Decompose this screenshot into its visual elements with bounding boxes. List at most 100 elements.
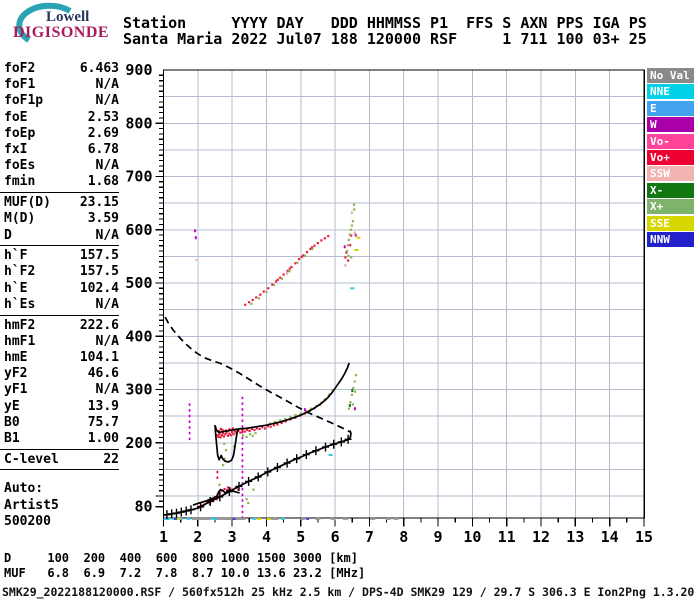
legend-item: X+: [647, 199, 694, 215]
param-label: foEp: [4, 125, 36, 141]
param-label: foEs: [4, 158, 36, 174]
cyan-specks: [163, 287, 355, 520]
legend-item: SSE: [647, 215, 694, 231]
auto-block-line: Auto:: [0, 481, 122, 497]
legend-item: X-: [647, 182, 694, 198]
param-label: D: [4, 227, 12, 243]
legend-label: SSE: [650, 216, 670, 230]
param-row: yF1 N/A: [0, 382, 122, 398]
legend-item: Vo+: [647, 150, 694, 165]
param-label: yF1: [4, 382, 28, 398]
param-row: yE 13.9: [0, 399, 122, 415]
legend-item: Vo-: [647, 133, 694, 149]
legend-label: Vo+: [650, 151, 670, 164]
param-row: h`F2 157.5: [0, 264, 122, 280]
param-row: foF1 N/A: [0, 77, 122, 93]
legend-label: NNW: [650, 233, 670, 246]
logo-lowell-text: Lowell: [46, 9, 90, 25]
param-label: h`F: [4, 248, 28, 264]
f-trace: [214, 362, 351, 434]
svg-text:5: 5: [296, 528, 305, 546]
param-row: hmE 104.1: [0, 350, 122, 366]
param-row: h`F 157.5: [0, 248, 122, 264]
svg-text:4: 4: [262, 528, 271, 546]
svg-text:15: 15: [635, 528, 653, 546]
param-separator: [0, 448, 119, 450]
param-value: N/A: [95, 227, 119, 243]
param-row: hmF1 N/A: [0, 334, 122, 350]
svg-text:500: 500: [125, 274, 152, 292]
param-row: fxI 6.78: [0, 142, 122, 158]
e-trace: [192, 488, 240, 506]
svg-text:12: 12: [532, 528, 550, 546]
auto-block-text: 500200: [4, 513, 51, 529]
svg-text:10: 10: [463, 528, 481, 546]
legend-item: SSW: [647, 166, 694, 182]
svg-text:300: 300: [125, 381, 152, 399]
param-value: 6.78: [87, 142, 119, 157]
legend-label: E: [650, 101, 657, 115]
param-label: hmF2: [4, 317, 36, 333]
param-label: hmF1: [4, 333, 36, 349]
svg-text:14: 14: [601, 528, 619, 546]
param-separator: [0, 469, 119, 471]
param-row: B1 1.00: [0, 431, 122, 447]
param-value: N/A: [95, 77, 119, 93]
param-value: 6.463: [79, 61, 119, 76]
svg-text:11: 11: [498, 528, 516, 546]
param-row: M(D) 3.59: [0, 211, 122, 227]
param-value: 222.6: [79, 317, 119, 333]
param-row: C-level 22: [0, 452, 122, 468]
param-row: foE 2.53: [0, 110, 122, 126]
legend-label: X-: [650, 183, 664, 197]
svg-text:9: 9: [434, 528, 443, 546]
param-row: hmF2 222.6: [0, 318, 122, 334]
svg-text:13: 13: [566, 528, 584, 546]
param-row: foEp 2.69: [0, 126, 122, 142]
param-label: MUF(D): [4, 195, 51, 211]
param-label: h`F2: [4, 264, 36, 280]
tan-specks: [286, 211, 356, 275]
auto-block-line: Artist5: [0, 498, 122, 514]
param-value: 157.5: [79, 248, 119, 264]
param-label: foF1: [4, 77, 36, 93]
header-line1: Station YYYY DAY DDD HHMMSS P1 FFS S AXN…: [123, 14, 647, 32]
range-d-line: D 100 200 400 600 800 1000 1500 3000 [km…: [4, 551, 359, 565]
legend-label: W: [650, 118, 657, 132]
param-label: fxI: [4, 142, 28, 157]
auto-block-text: Artist5: [4, 497, 59, 513]
legend-label: Vo-: [650, 134, 670, 148]
auto-block-text: Auto:: [4, 481, 44, 497]
logo-digisonde-text: DIGISONDE: [13, 24, 110, 41]
param-row: B0 75.7: [0, 415, 122, 431]
svg-text:1: 1: [159, 528, 168, 546]
muf-line: MUF 6.8 6.9 7.2 7.8 8.7 10.0 13.6 23.2 […: [4, 566, 366, 580]
logo: Lowell DIGISONDE: [6, 2, 120, 48]
param-label: B0: [4, 414, 20, 430]
logo-crescent-icon: [16, 2, 72, 43]
param-row: fmin 1.68: [0, 174, 122, 190]
param-value: 75.7: [87, 414, 119, 430]
param-row: D N/A: [0, 228, 122, 244]
param-label: fmin: [4, 174, 36, 190]
svg-text:8: 8: [399, 528, 408, 546]
param-separator: [0, 192, 119, 194]
param-value: 22: [103, 451, 119, 467]
param-value: 104.1: [79, 349, 119, 365]
param-row: MUF(D) 23.15: [0, 195, 122, 211]
param-label: M(D): [4, 211, 36, 227]
param-row: foF2 6.463: [0, 61, 122, 77]
svg-text:600: 600: [125, 221, 152, 239]
magenta-specks: [194, 229, 357, 412]
param-value: 46.6: [87, 366, 119, 382]
auto-block-line: 500200: [0, 514, 122, 530]
blue-specks: [174, 517, 310, 520]
param-label: yE: [4, 398, 20, 414]
svg-text:6: 6: [331, 528, 340, 546]
svg-text:2: 2: [193, 528, 202, 546]
param-row: yF2 46.6: [0, 366, 122, 382]
svg-text:700: 700: [125, 168, 152, 186]
param-value: N/A: [95, 93, 119, 109]
param-label: hmE: [4, 349, 28, 365]
svg-text:80: 80: [134, 498, 152, 516]
